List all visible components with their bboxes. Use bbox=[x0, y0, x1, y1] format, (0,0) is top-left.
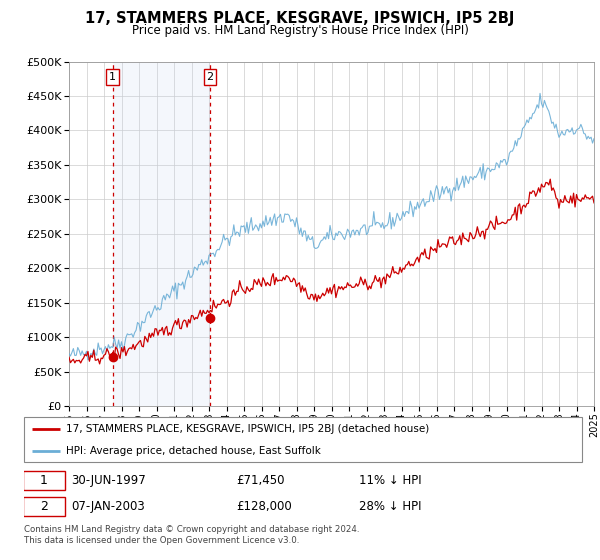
Text: 30-JUN-1997: 30-JUN-1997 bbox=[71, 474, 146, 487]
FancyBboxPatch shape bbox=[23, 470, 65, 490]
Text: 1: 1 bbox=[40, 474, 48, 487]
Text: HPI: Average price, detached house, East Suffolk: HPI: Average price, detached house, East… bbox=[66, 446, 321, 456]
Text: £71,450: £71,450 bbox=[236, 474, 284, 487]
Text: Contains HM Land Registry data © Crown copyright and database right 2024.
This d: Contains HM Land Registry data © Crown c… bbox=[24, 525, 359, 545]
Bar bbox=[113, 62, 210, 406]
Text: 11% ↓ HPI: 11% ↓ HPI bbox=[359, 474, 421, 487]
Text: 17, STAMMERS PLACE, KESGRAVE, IPSWICH, IP5 2BJ (detached house): 17, STAMMERS PLACE, KESGRAVE, IPSWICH, I… bbox=[66, 424, 429, 435]
Text: £128,000: £128,000 bbox=[236, 501, 292, 514]
Text: 2: 2 bbox=[40, 501, 48, 514]
Text: 2: 2 bbox=[206, 72, 214, 82]
Text: 07-JAN-2003: 07-JAN-2003 bbox=[71, 501, 145, 514]
Text: 17, STAMMERS PLACE, KESGRAVE, IPSWICH, IP5 2BJ: 17, STAMMERS PLACE, KESGRAVE, IPSWICH, I… bbox=[85, 11, 515, 26]
FancyBboxPatch shape bbox=[24, 417, 582, 462]
Text: Price paid vs. HM Land Registry's House Price Index (HPI): Price paid vs. HM Land Registry's House … bbox=[131, 24, 469, 36]
FancyBboxPatch shape bbox=[23, 497, 65, 516]
Text: 1: 1 bbox=[109, 72, 116, 82]
Text: 28% ↓ HPI: 28% ↓ HPI bbox=[359, 501, 421, 514]
